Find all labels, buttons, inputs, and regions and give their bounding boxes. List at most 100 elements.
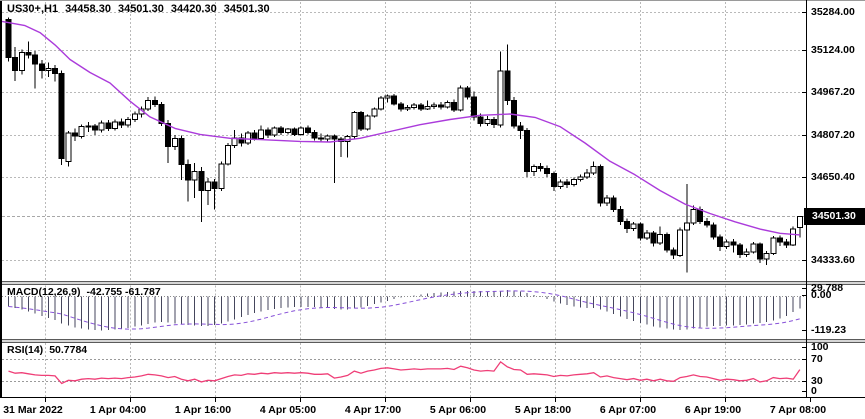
candle-bull <box>78 126 85 137</box>
time-axis-label: 1 Apr 16:00 <box>174 404 232 416</box>
candle-bear <box>5 19 12 58</box>
macd-signal-line <box>8 290 800 330</box>
candle-bear <box>151 100 158 105</box>
symbol-timeframe-label: US30+,H1 <box>7 3 59 15</box>
candle-bear <box>185 163 192 181</box>
candle-bull <box>324 135 331 140</box>
candle-bear <box>391 95 398 105</box>
rsi-line <box>8 360 801 385</box>
candle-bull <box>683 222 690 231</box>
candle-bull <box>404 107 411 110</box>
candle-bear <box>331 135 338 140</box>
candle-bull <box>763 253 770 260</box>
candle-bull <box>690 208 697 224</box>
time-axis-label: 7 Apr 08:00 <box>769 404 827 416</box>
candle-bear <box>105 122 112 129</box>
candle-bull <box>557 181 564 188</box>
candle-bear <box>710 224 717 238</box>
candle-bull <box>677 229 684 256</box>
candle-bear <box>597 166 604 204</box>
macd-title: MACD(12,26,9) <box>7 286 81 298</box>
candle-bull <box>171 137 178 148</box>
candle-bull <box>630 223 637 229</box>
candle-bear <box>451 101 458 111</box>
candle-bear <box>211 181 218 189</box>
candle-bull <box>145 100 152 110</box>
candle-bull <box>271 127 278 136</box>
candle-bull <box>371 108 378 117</box>
price-axis-label: 34807.20 <box>811 129 855 141</box>
candle-bear <box>198 171 205 191</box>
candle-bear <box>776 237 783 243</box>
candle-bear <box>650 232 657 244</box>
candle-bear <box>291 128 298 135</box>
candle-bull <box>796 215 803 229</box>
current-price-box: 34501.30 <box>804 208 865 225</box>
candle-bull <box>723 241 730 248</box>
candle-bear <box>637 223 644 239</box>
ohlc-high: 34501.30 <box>117 3 164 15</box>
time-axis-label: 5 Apr 06:00 <box>429 404 487 416</box>
candle-bear <box>537 166 544 169</box>
candle-bear <box>52 67 59 75</box>
ohlc-close: 34501.30 <box>223 3 270 15</box>
rsi-axis-label: 70 <box>811 353 823 365</box>
candle-bear <box>783 241 790 246</box>
candle-bear <box>118 121 125 126</box>
candle-bear <box>318 137 325 140</box>
candle-bear <box>663 233 670 251</box>
candle-bull <box>377 97 384 110</box>
candle-bull <box>643 232 650 239</box>
candle-bull <box>258 129 265 139</box>
candle-bull <box>530 166 537 173</box>
candle-bull <box>497 70 504 126</box>
candle-bull <box>225 145 231 165</box>
candle-bear <box>238 137 245 144</box>
rsi-axis-label: 0 <box>811 385 817 397</box>
candle-bear <box>264 129 271 136</box>
candle-bear <box>544 167 551 175</box>
candle-bull <box>484 119 491 125</box>
rsi-indicator-label: RSI(14) 50.7784 <box>7 344 93 356</box>
candle-bull <box>218 163 225 189</box>
candle-bear <box>617 208 624 222</box>
candle-bull <box>244 132 251 144</box>
candle-bull <box>191 171 198 181</box>
macd-axis-label: -119.23 <box>811 324 847 336</box>
candle-bear <box>730 241 737 246</box>
candle-bear <box>178 137 185 165</box>
candle-bull <box>298 127 305 135</box>
candle-bull <box>790 228 797 246</box>
rsi-value: 50.7784 <box>49 344 88 356</box>
candle-bear <box>311 132 318 139</box>
candle-bear <box>25 52 32 56</box>
candle-bull <box>411 104 418 109</box>
candle-bull <box>431 104 438 108</box>
candle-bull <box>85 125 92 128</box>
time-axis-label: 4 Apr 05:00 <box>259 404 317 416</box>
macd-values: -42.755 -61.787 <box>86 286 161 298</box>
chart-header: US30+,H1 34458.30 34501.30 34420.30 34501.30 <box>7 3 277 15</box>
candle-bull <box>45 67 52 72</box>
time-axis-label: 5 Apr 18:00 <box>514 404 572 416</box>
time-axis-label: 31 Mar 2022 <box>3 404 63 416</box>
rsi-axis-label: 30 <box>811 375 823 387</box>
candle-bear <box>471 96 477 118</box>
ohlc-low: 34420.30 <box>170 3 217 15</box>
ohlc-open: 34458.30 <box>65 3 111 15</box>
candle-bull <box>743 251 750 255</box>
candle-bear <box>510 100 517 127</box>
candle-bear <box>58 73 65 160</box>
candle-bull <box>284 128 291 134</box>
candle-bear <box>158 103 165 125</box>
time-axis-label: 4 Apr 17:00 <box>344 404 402 416</box>
candle-bear <box>304 127 311 134</box>
candle-bear <box>92 125 98 131</box>
candle-bear <box>12 56 19 71</box>
price-axis-label: 35124.00 <box>811 44 855 56</box>
candle-bear <box>504 70 511 101</box>
candle-bear <box>610 197 617 210</box>
candle-bear <box>32 54 39 65</box>
candle-bull <box>577 176 584 180</box>
